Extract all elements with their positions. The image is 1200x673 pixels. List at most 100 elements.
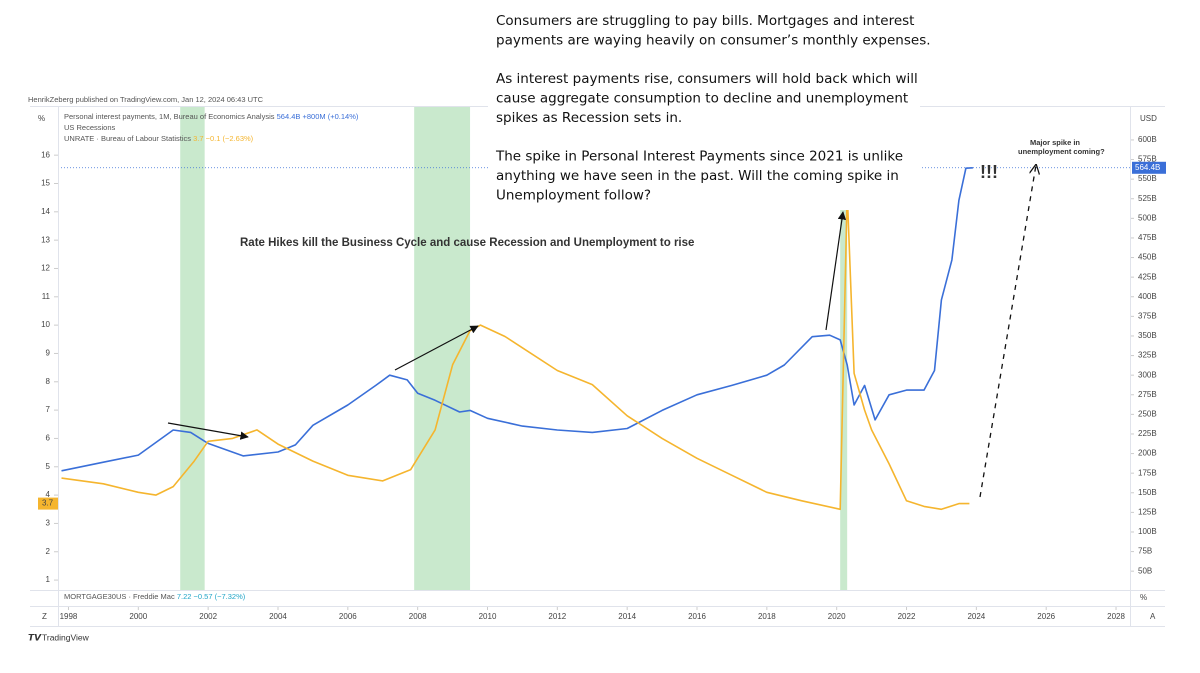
y2-tick-label: 475B: [1138, 233, 1157, 242]
annotation: unemployment coming?: [1018, 147, 1105, 156]
auto-button[interactable]: A: [1150, 612, 1156, 621]
y2-tick-label: 550B: [1138, 174, 1157, 183]
annotation: Rate Hikes kill the Business Cycle and c…: [240, 237, 694, 249]
y-tick-label: 2: [46, 547, 51, 556]
note-line: As interest payments rise, consumers wil…: [496, 71, 918, 87]
note-line: Consumers are struggling to pay bills. M…: [496, 13, 914, 29]
x-tick-label: 2002: [199, 612, 217, 621]
y2-tick-label: 50B: [1138, 566, 1152, 575]
right-unit: USD: [1140, 114, 1157, 123]
y-tick-label: 16: [41, 150, 50, 159]
legend-name: MORTGAGE30US · Freddie Mac: [64, 592, 175, 601]
recession-band: [180, 107, 205, 590]
legend-name: Personal interest payments, 1M, Bureau o…: [64, 112, 275, 121]
arrow: [825, 211, 847, 331]
y-tick-label: 11: [42, 292, 51, 301]
frame-right: [1130, 106, 1131, 626]
header: HenrikZeberg published on TradingView.co…: [28, 95, 264, 104]
y-tick-label: 7: [46, 405, 51, 414]
x-tick-label: 2016: [688, 612, 706, 621]
x-tick-label: 2018: [758, 612, 776, 621]
y-tick-label: 5: [46, 462, 51, 471]
last-value-box: [38, 497, 58, 510]
y2-tick-label: 350B: [1138, 331, 1157, 340]
x-tick-label: 2014: [618, 612, 636, 621]
y-tick-label: 13: [41, 235, 50, 244]
x-tick-label: 2004: [269, 612, 287, 621]
annotation: Major spike in: [1030, 138, 1080, 147]
note-line: anything we have seen in the past. Will …: [496, 168, 899, 184]
y-tick-label: 14: [41, 207, 50, 216]
legend-change: +800M (+0.14%): [303, 112, 359, 121]
x-tick-label: 2006: [339, 612, 357, 621]
y2-tick-label: 300B: [1138, 370, 1157, 379]
legend-interest: Personal interest payments, 1M, Bureau o…: [64, 112, 359, 121]
note-line: The spike in Personal Interest Payments …: [495, 149, 903, 165]
y-tick-label: 9: [46, 349, 51, 358]
y2-tick-label: 575B: [1138, 155, 1157, 164]
brand: TradingView: [42, 632, 90, 642]
legend-unrate: UNRATE · Bureau of Labour Statistics 3.7…: [64, 134, 254, 143]
arrow: [167, 422, 249, 440]
bottom-right-unit: %: [1140, 593, 1147, 602]
annotation: !!!: [980, 162, 998, 182]
y2-tick-label: 400B: [1138, 292, 1157, 301]
note-line: cause aggregate consumption to decline a…: [496, 91, 908, 107]
y2-tick-label: 375B: [1138, 311, 1157, 320]
note-line: payments are waying heavily on consumer’…: [496, 33, 931, 49]
legend-mortgage: MORTGAGE30US · Freddie Mac 7.22 −0.57 (−…: [64, 592, 246, 601]
legend-recessions: US Recessions: [64, 123, 116, 132]
x-tick-label: 2026: [1037, 612, 1055, 621]
x-tick-label: 2008: [409, 612, 427, 621]
notes: Consumers are struggling to pay bills. M…: [495, 13, 931, 204]
x-tick-label: 2028: [1107, 612, 1125, 621]
legend-name: UNRATE · Bureau of Labour Statistics: [64, 134, 191, 143]
brand-logo: 𝙏𝙑: [28, 632, 42, 642]
legend-change: −0.57 (−7.32%): [194, 592, 246, 601]
last-value-label: 3.7: [42, 499, 54, 508]
x-tick-label: 2024: [967, 612, 985, 621]
y2-tick-label: 500B: [1138, 213, 1157, 222]
y2-tick-label: 200B: [1138, 449, 1157, 458]
y-tick-label: 3: [46, 519, 51, 528]
y2-tick-label: 525B: [1138, 194, 1157, 203]
y2-tick-label: 225B: [1138, 429, 1157, 438]
plot-layer: [61, 167, 973, 511]
y-tick-label: 4: [46, 490, 51, 499]
y2-tick-label: 150B: [1138, 488, 1157, 497]
y2-tick-label: 75B: [1138, 547, 1152, 556]
legend-value: 3.7: [193, 134, 203, 143]
x-tick-label: 2022: [898, 612, 916, 621]
legend-value: 564.4B: [277, 112, 301, 121]
series-line: [61, 191, 970, 511]
series-line: [61, 167, 973, 472]
frame-foot: [30, 626, 1165, 627]
last-value-box: [1132, 161, 1166, 174]
x-tick-label: 2010: [479, 612, 497, 621]
x-tick-label: 2012: [548, 612, 566, 621]
y-tick-label: 15: [41, 179, 50, 188]
frame-bottom: [30, 590, 1165, 591]
x-tick-label: 2020: [828, 612, 846, 621]
frame-axis: [30, 606, 1165, 607]
zoom-button[interactable]: Z: [42, 612, 47, 621]
y2-tick-label: 275B: [1138, 390, 1157, 399]
x-tick-label: 1998: [60, 612, 78, 621]
x-tick-label: 2000: [129, 612, 147, 621]
y-tick-label: 6: [46, 434, 51, 443]
y2-tick-label: 450B: [1138, 253, 1157, 262]
last-value-label: 564.4B: [1135, 163, 1160, 172]
dashed-arrow: [979, 165, 1036, 498]
note-box: [488, 4, 920, 210]
y-tick-label: 8: [46, 377, 51, 386]
y2-tick-label: 325B: [1138, 351, 1157, 360]
y2-tick-label: 425B: [1138, 272, 1157, 281]
y2-tick-label: 175B: [1138, 468, 1157, 477]
frame-left: [58, 106, 59, 626]
arrow: [394, 325, 479, 371]
y2-tick-label: 100B: [1138, 527, 1157, 536]
y2-tick-label: 600B: [1138, 135, 1157, 144]
left-unit: %: [38, 114, 45, 123]
legend-value: 7.22: [177, 592, 192, 601]
